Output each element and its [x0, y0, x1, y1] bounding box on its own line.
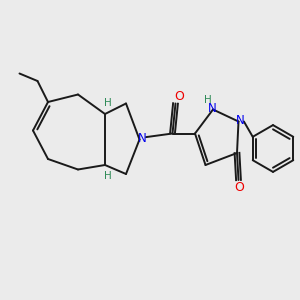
Text: H: H — [103, 171, 111, 182]
Text: N: N — [236, 113, 244, 127]
Text: O: O — [234, 181, 244, 194]
Text: H: H — [204, 95, 212, 105]
Text: O: O — [174, 90, 184, 104]
Text: N: N — [208, 101, 217, 115]
Text: H: H — [103, 98, 111, 108]
Text: N: N — [137, 131, 146, 145]
